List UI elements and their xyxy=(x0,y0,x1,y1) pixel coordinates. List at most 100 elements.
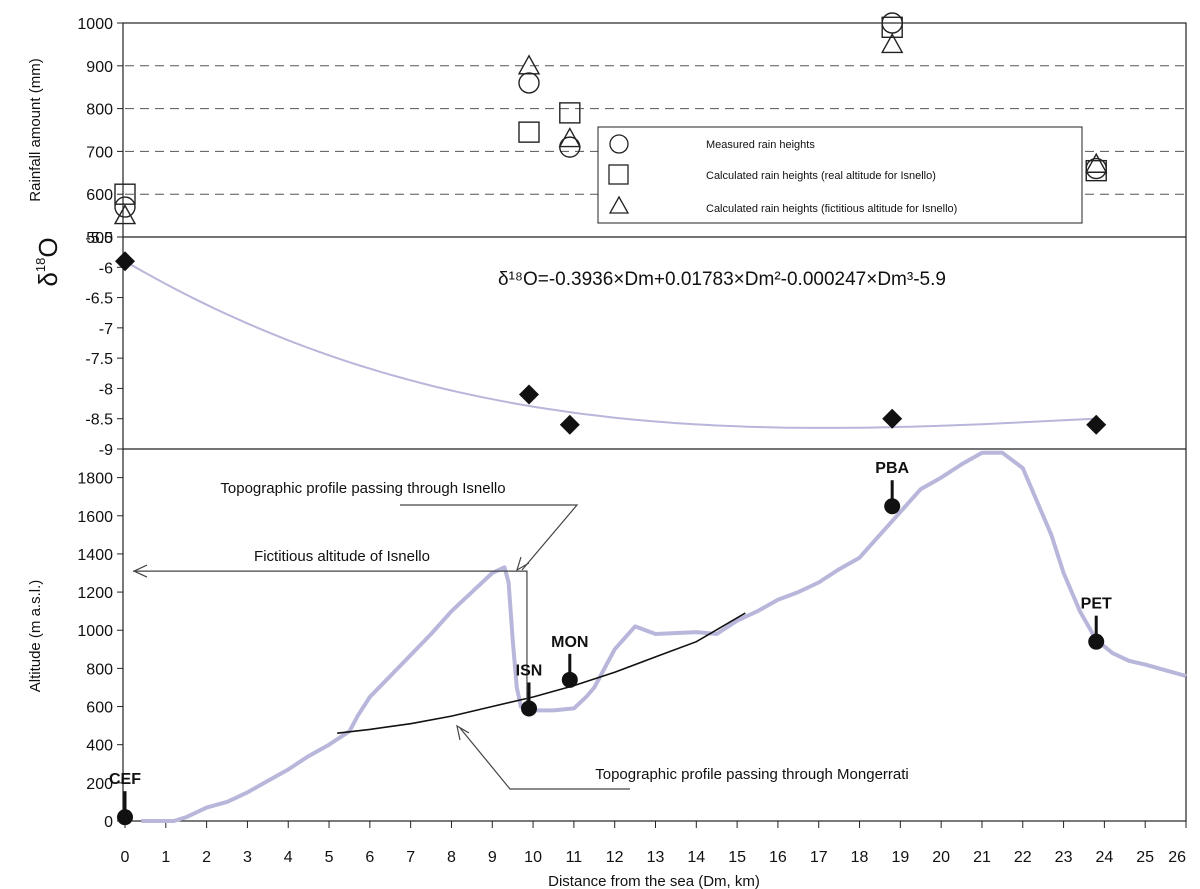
plot-frame xyxy=(122,22,1187,822)
station-marker xyxy=(1088,633,1105,650)
isotope-tick-label: -7.5 xyxy=(85,351,113,368)
rainfall-tick-label: 900 xyxy=(86,59,113,76)
rainfall-legend: Measured rain heights Calculated rain he… xyxy=(597,126,1083,224)
isotope-tick-label: -6 xyxy=(99,260,113,277)
mongerrati-profile-label: Topographic profile passing through Mong… xyxy=(595,766,909,783)
isotope-point xyxy=(518,384,539,405)
isnello-profile-arrowhead xyxy=(515,556,530,572)
legend-triangle-icon xyxy=(608,195,630,214)
x-tick-label: 7 xyxy=(406,849,415,866)
station-label: MON xyxy=(551,634,588,651)
isotope-point xyxy=(115,251,135,272)
altitude-tick-label: 0 xyxy=(104,814,113,831)
altitude-tick-label: 200 xyxy=(86,776,113,793)
isotope-tick-label: -7 xyxy=(99,321,113,338)
altitude-axis-label: Altitude (m a.s.l.) xyxy=(27,580,44,693)
annotations: Fictitious altitude of Isnello Topographi… xyxy=(132,480,909,790)
x-tick-label: 23 xyxy=(1055,849,1073,866)
legend-circle-icon xyxy=(609,134,629,154)
isotope-equation: δ¹⁸O=-0.3936×Dm+0.01783×Dm²-0.000247×Dm³… xyxy=(498,269,946,290)
mongerrati-profile-arrowhead xyxy=(456,724,470,741)
x-tick-label: 9 xyxy=(488,849,497,866)
rain-point-fictitious-altitude xyxy=(1085,152,1108,173)
legend-square-icon xyxy=(608,164,629,185)
rainfall-tick-label: 500 xyxy=(86,230,113,247)
fictitious-altitude-label: Fictitious altitude of Isnello xyxy=(254,548,430,565)
station-marker xyxy=(117,809,133,826)
altitude-tick-label: 600 xyxy=(86,700,113,717)
station-label: PET xyxy=(1081,596,1112,613)
rainfall-axis-label: Rainfall amount (mm) xyxy=(27,58,44,201)
x-tick-label: 26 xyxy=(1168,849,1186,866)
x-tick-label: 10 xyxy=(524,849,542,866)
isotope-axis-delta: δ xyxy=(33,272,63,286)
altitude-tick-label: 1400 xyxy=(77,547,113,564)
rainfall-tick-label: 700 xyxy=(86,144,113,161)
isnello-profile-label: Topographic profile passing through Isne… xyxy=(220,480,505,497)
rain-point-measured xyxy=(114,196,136,218)
mongerrati-profile-leader xyxy=(459,727,630,790)
x-tick-label: 8 xyxy=(447,849,456,866)
x-tick-label: 15 xyxy=(728,849,746,866)
rain-point-fictitious-altitude xyxy=(517,54,541,75)
x-tick-label: 21 xyxy=(973,849,991,866)
x-tick-label: 20 xyxy=(932,849,950,866)
x-tick-label: 25 xyxy=(1136,849,1154,866)
altitude-profiles xyxy=(141,450,1187,823)
isotope-tick-label: -8 xyxy=(99,381,113,398)
altitude-tick-label: 1800 xyxy=(77,471,113,488)
rainfall-tick-label: 600 xyxy=(86,187,113,204)
x-tick-label: 5 xyxy=(325,849,334,866)
x-tick-label: 19 xyxy=(891,849,909,866)
rain-point-real-altitude xyxy=(881,16,903,38)
x-tick-label: 17 xyxy=(810,849,828,866)
isotope-tick-label: -9 xyxy=(99,442,113,459)
x-axis-label: Distance from the sea (Dm, km) xyxy=(548,873,760,889)
x-tick-label: 18 xyxy=(851,849,869,866)
x-tick-label: 14 xyxy=(687,849,705,866)
isotope-panel xyxy=(115,251,1107,435)
x-tick-label: 1 xyxy=(161,849,170,866)
x-axis: 0 1 2 3 4 5 6 7 8 9 10 11 12 13 14 15 16 17 18 19 20 21 22 23 24… xyxy=(121,821,1187,866)
mongerrati-profile-line xyxy=(337,612,746,734)
fictitious-altitude-bracket xyxy=(496,570,528,707)
rain-point-real-altitude xyxy=(518,121,540,143)
x-tick-label: 16 xyxy=(769,849,787,866)
rain-point-measured xyxy=(1085,157,1107,180)
isotope-axis-o: O xyxy=(33,237,63,257)
legend-box xyxy=(597,126,1083,224)
station-marker xyxy=(884,498,901,515)
altitude-tick-label: 400 xyxy=(86,738,113,755)
isotope-point xyxy=(559,414,580,435)
rain-point-real-altitude xyxy=(559,102,581,124)
altitude-y-axis: 0 200 400 600 800 1000 1200 1400 1600 1800 xyxy=(77,471,123,831)
isotope-point xyxy=(882,408,903,429)
x-tick-label: 0 xyxy=(121,849,130,866)
isotope-tick-label: -6.5 xyxy=(85,291,113,308)
altitude-tick-label: 800 xyxy=(86,661,113,678)
fictitious-altitude-arrowhead xyxy=(132,564,148,578)
isotope-fit-curve xyxy=(124,260,1095,429)
x-tick-label: 3 xyxy=(243,849,252,866)
x-tick-label: 22 xyxy=(1014,849,1032,866)
rainfall-y-axis: 500 600 700 800 900 1000 xyxy=(77,16,123,247)
x-tick-label: 4 xyxy=(284,849,293,866)
x-tick-label: 2 xyxy=(202,849,211,866)
legend-label-fictitious: Calculated rain heights (fictitious alti… xyxy=(706,203,957,215)
rain-point-measured xyxy=(518,72,540,94)
isotope-tick-label: -8.5 xyxy=(85,412,113,429)
altitude-tick-label: 1600 xyxy=(77,509,113,526)
x-tick-label: 12 xyxy=(606,849,624,866)
isotope-y-axis: -5.5 -6 -6.5 -7 -7.5 -8 -8.5 -9 xyxy=(85,230,123,459)
x-tick-label: 11 xyxy=(566,849,583,866)
legend-label-measured: Measured rain heights xyxy=(706,139,815,151)
station-label: CEF xyxy=(109,771,141,788)
x-tick-label: 24 xyxy=(1095,849,1113,866)
rain-point-fictitious-altitude xyxy=(113,204,137,225)
rainfall-tick-label: 1000 xyxy=(77,16,113,33)
station-marker xyxy=(561,671,578,688)
station-label: PBA xyxy=(875,460,909,477)
stations: CEF ISN MON PBA PET xyxy=(109,460,1112,826)
rainfall-tick-label: 800 xyxy=(86,102,113,119)
